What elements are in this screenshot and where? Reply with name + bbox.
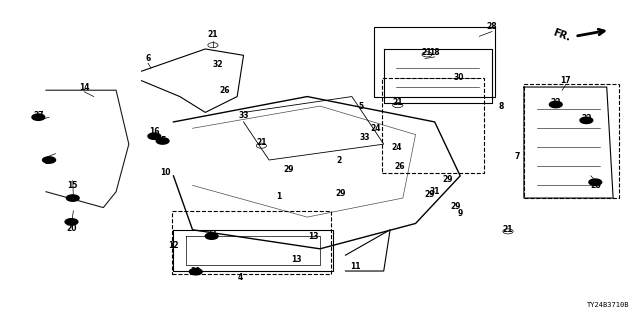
Circle shape bbox=[580, 117, 593, 124]
Circle shape bbox=[205, 233, 218, 239]
Text: 13: 13 bbox=[291, 255, 301, 264]
Text: 13: 13 bbox=[308, 232, 319, 241]
Circle shape bbox=[549, 101, 562, 108]
Text: 7: 7 bbox=[515, 152, 520, 161]
Text: FR.: FR. bbox=[552, 28, 572, 44]
Text: 18: 18 bbox=[429, 48, 440, 57]
Text: 33: 33 bbox=[359, 133, 370, 142]
Text: 21: 21 bbox=[208, 30, 218, 39]
Text: 17: 17 bbox=[560, 76, 571, 85]
Text: 15: 15 bbox=[68, 181, 78, 190]
Text: 21: 21 bbox=[503, 225, 513, 234]
Text: 24: 24 bbox=[391, 143, 402, 152]
Text: 6: 6 bbox=[145, 54, 150, 63]
Text: 20: 20 bbox=[66, 224, 77, 233]
Text: 26: 26 bbox=[394, 162, 405, 171]
Text: 9: 9 bbox=[458, 209, 463, 219]
Text: 25: 25 bbox=[157, 136, 167, 146]
Text: 29: 29 bbox=[424, 190, 435, 199]
Text: 28: 28 bbox=[487, 22, 497, 31]
Text: 31: 31 bbox=[429, 187, 440, 196]
Text: 21: 21 bbox=[422, 48, 432, 57]
Circle shape bbox=[43, 157, 56, 163]
Text: 28: 28 bbox=[590, 181, 600, 190]
Circle shape bbox=[67, 195, 79, 201]
Text: 22: 22 bbox=[550, 99, 561, 108]
Text: 10: 10 bbox=[161, 168, 171, 177]
Text: 33: 33 bbox=[238, 111, 249, 120]
Text: 5: 5 bbox=[359, 101, 364, 111]
Text: 26: 26 bbox=[219, 86, 230, 95]
Bar bbox=[524, 84, 620, 198]
Text: 19: 19 bbox=[191, 267, 201, 276]
Text: 22: 22 bbox=[581, 114, 591, 123]
Text: 1: 1 bbox=[276, 192, 281, 201]
Text: 3: 3 bbox=[45, 157, 50, 166]
Text: 29: 29 bbox=[336, 189, 346, 198]
Text: 24: 24 bbox=[371, 124, 381, 133]
Text: 14: 14 bbox=[79, 83, 90, 92]
Text: 30: 30 bbox=[454, 73, 464, 82]
Text: 27: 27 bbox=[33, 111, 44, 120]
Text: 8: 8 bbox=[499, 101, 504, 111]
Text: 29: 29 bbox=[451, 203, 461, 212]
Circle shape bbox=[148, 133, 161, 140]
Bar bbox=[172, 211, 332, 274]
Text: 2: 2 bbox=[337, 156, 342, 164]
Circle shape bbox=[65, 219, 78, 225]
Circle shape bbox=[156, 138, 169, 144]
Text: 12: 12 bbox=[168, 241, 179, 250]
Text: 29: 29 bbox=[442, 174, 452, 184]
Text: 4: 4 bbox=[237, 273, 243, 282]
Text: 11: 11 bbox=[350, 262, 360, 271]
Text: 16: 16 bbox=[149, 127, 159, 136]
Text: 23: 23 bbox=[207, 230, 217, 239]
Circle shape bbox=[189, 268, 202, 275]
Bar bbox=[383, 77, 484, 173]
Bar bbox=[374, 27, 495, 97]
Text: TY24B3710B: TY24B3710B bbox=[586, 301, 629, 308]
Circle shape bbox=[32, 114, 45, 120]
Circle shape bbox=[589, 179, 602, 185]
Text: 32: 32 bbox=[212, 60, 223, 69]
Text: 21: 21 bbox=[392, 99, 403, 108]
Text: 29: 29 bbox=[283, 165, 293, 174]
Text: 21: 21 bbox=[256, 138, 267, 147]
